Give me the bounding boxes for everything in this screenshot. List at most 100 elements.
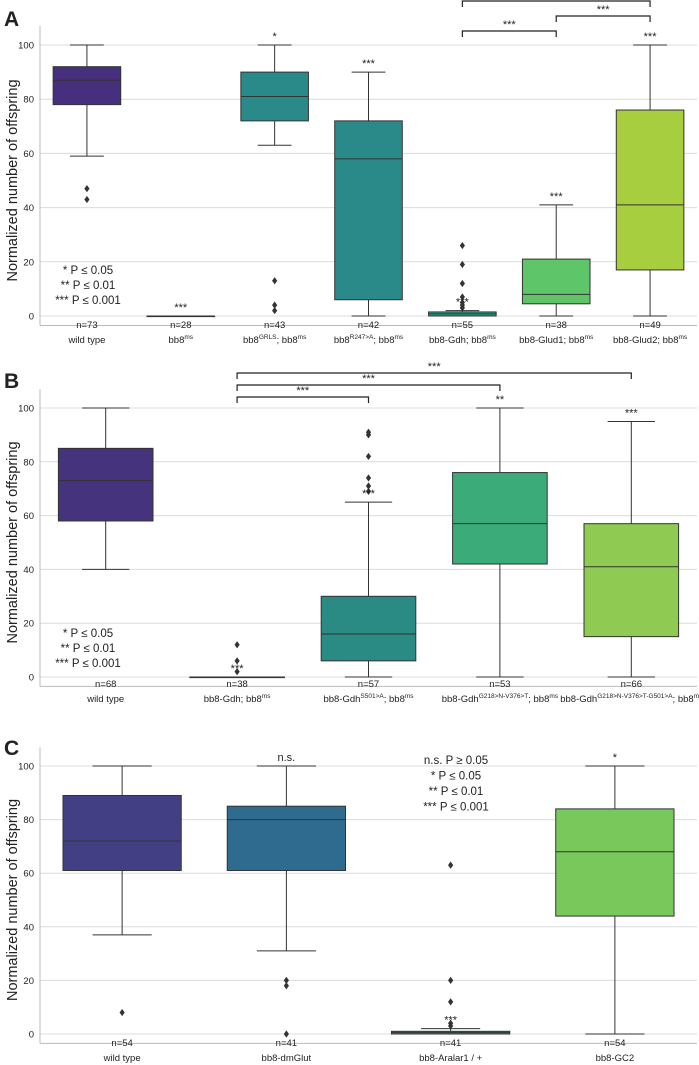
category-label-base: bb8 [334, 335, 350, 346]
category-label: bb8-Aralar1 / + [419, 1053, 483, 1064]
box-0: n=73 [52, 44, 122, 331]
n-label: n=57 [358, 679, 379, 690]
y-tick-label: 20 [23, 257, 34, 268]
category-label-sup: R247>A [350, 334, 374, 341]
significance-mark: *** [174, 302, 188, 314]
category-label-suffix: ; bb8 [373, 335, 394, 346]
category-label-sup: G218>N-V376>T [479, 693, 529, 700]
outlier-point [272, 301, 278, 309]
legend-entry: *** P ≤ 0.001 [423, 802, 489, 814]
significance-mark: *** [231, 663, 245, 675]
category-label-sup: ms [405, 693, 414, 700]
box-body [320, 595, 417, 662]
y-tick-label: 60 [23, 149, 34, 160]
panel-b: B 0 20 40 60 80 100 Normalized number of offspr… [4, 361, 699, 705]
category-label: bb8R247>A; bb8ms [334, 334, 404, 346]
category-label: bb8-Glud2; bb8ms [613, 334, 688, 346]
outlier-point [234, 657, 240, 665]
significance-mark: *** [362, 58, 376, 70]
outlier-point [84, 195, 90, 204]
y-axis-label: Normalized number of offspring [5, 79, 21, 281]
legend-entry: * P ≤ 0.05 [63, 265, 113, 277]
outlier-point [448, 998, 454, 1006]
box-body [334, 120, 403, 301]
box-1: n.s. n=41 [226, 752, 347, 1049]
outlier-point [234, 668, 240, 676]
bracket-label: *** [597, 4, 611, 16]
bracket-label: *** [296, 385, 310, 397]
n-label: n=43 [264, 320, 285, 331]
n-label: n=73 [76, 320, 97, 331]
comparison-bracket [236, 372, 632, 379]
box-6: *** n=49 [615, 31, 685, 331]
panel-a: A 0 20 40 60 80 100 Normalized number of offspr… [4, 0, 697, 346]
box-0: n=54 [62, 765, 182, 1049]
category-label-sup: ms [549, 693, 558, 700]
category-label-base: bb8-Gdh [323, 694, 360, 705]
outlier-point [283, 982, 289, 990]
box-1: *** n=38 [189, 641, 285, 690]
outlier-point [272, 306, 278, 315]
significance-mark: *** [644, 31, 658, 43]
outlier-point [84, 185, 90, 193]
category-label: wild type [86, 694, 124, 705]
category-label: bb8-GdhG218>N-V376>T; bb8ms [442, 693, 559, 705]
box-body [57, 447, 154, 522]
outlier-point [459, 279, 465, 288]
box-body [583, 523, 680, 638]
category-label-suffix: ; bb8 [528, 694, 549, 705]
outlier-point [459, 304, 465, 312]
box-4: *** n=55 [428, 241, 497, 331]
category-label: bb8-GdhG218>N-V376>T-G501>A; bb8ms [560, 693, 699, 705]
outlier-point [448, 976, 454, 984]
category-label-base: wild type [103, 1053, 141, 1064]
legend-entry: *** P ≤ 0.001 [55, 295, 121, 307]
box-5: *** n=38 [521, 191, 591, 331]
comparison-bracket [555, 15, 651, 22]
category-label-suffix: ; bb8 [384, 694, 405, 705]
significance-mark: n.s. [278, 752, 296, 764]
box-3: *** n=42 [334, 58, 403, 331]
box-2: *** n=41 [390, 861, 511, 1049]
category-label-sup: ms [585, 334, 594, 341]
box-body [52, 66, 122, 106]
bracket-label: *** [428, 361, 442, 373]
significance-mark: *** [550, 191, 564, 203]
y-tick-label: 100 [18, 762, 34, 773]
legend-entry: ** P ≤ 0.01 [61, 643, 116, 655]
category-label: bb8ms [169, 334, 194, 346]
outlier-point [459, 293, 465, 301]
outlier-point [119, 1008, 125, 1017]
legend-entry: * P ≤ 0.05 [431, 771, 481, 783]
category-label-base: bb8-Gdh; bb8 [204, 694, 262, 705]
category-label-sup: ms [262, 693, 271, 700]
n-label: n=38 [226, 679, 247, 690]
box-2: *** n=57 [320, 428, 417, 690]
box-4: *** n=66 [583, 407, 680, 690]
y-axis-label: Normalized number of offspring [5, 441, 21, 643]
n-label: n=28 [170, 320, 191, 331]
comparison-bracket [461, 30, 557, 37]
box-1: *** n=28 [146, 302, 216, 331]
legend-entry: ** P ≤ 0.01 [429, 786, 484, 798]
y-tick-label: 20 [23, 619, 34, 630]
bracket-label: *** [550, 0, 564, 1]
y-tick-label: 0 [29, 1030, 34, 1041]
outlier-point [365, 474, 372, 482]
category-label-sup: ms [487, 334, 496, 341]
category-label-sup: ms [694, 693, 699, 700]
y-tick-label: 20 [23, 976, 34, 987]
category-label-base: bb8-Gdh; bb8 [429, 335, 487, 346]
n-label: n=41 [440, 1038, 461, 1049]
box-0: n=68 [57, 407, 154, 690]
box-body [615, 109, 685, 271]
category-label-base: bb8 [243, 335, 259, 346]
category-label: bb8-Glud1; bb8ms [519, 334, 594, 346]
category-label-base: bb8-GC2 [596, 1053, 635, 1064]
category-label-sup: ms [184, 334, 193, 341]
category-label: bb8-GC2 [596, 1053, 635, 1064]
legend-entry: * P ≤ 0.05 [63, 628, 113, 640]
y-tick-label: 0 [29, 312, 34, 323]
category-label-suffix: ; bb8 [277, 335, 298, 346]
y-tick-label: 40 [23, 922, 34, 933]
